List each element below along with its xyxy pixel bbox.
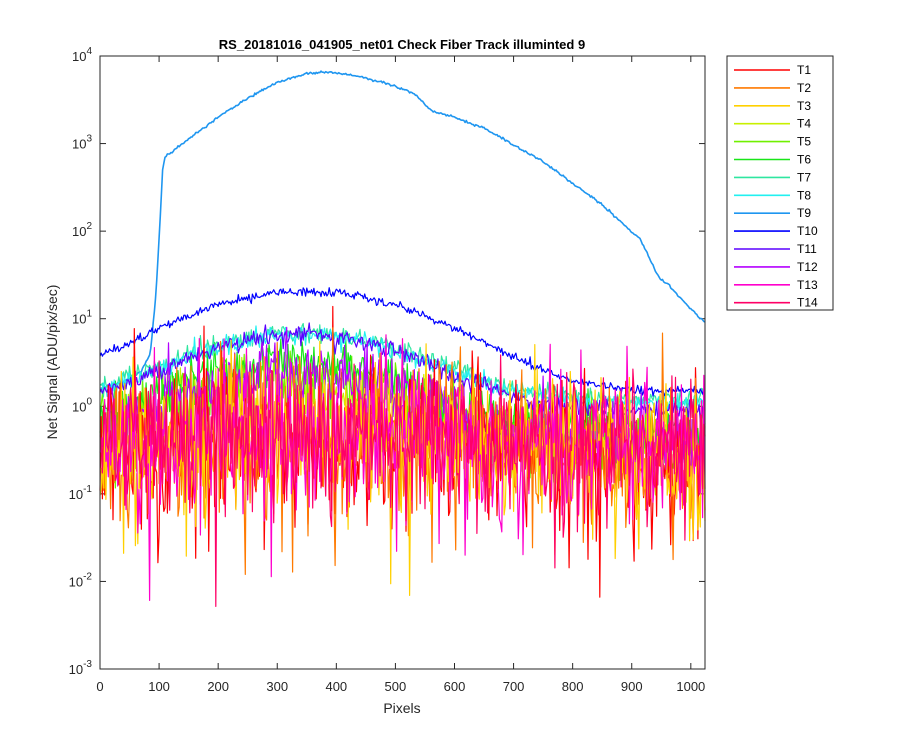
y-tick-base: 10 xyxy=(72,224,86,239)
y-tick-exponent: -3 xyxy=(83,659,92,670)
y-tick-label: 10-3 xyxy=(69,659,93,677)
y-tick-base: 10 xyxy=(69,487,83,502)
legend-label-t11: T11 xyxy=(797,242,817,256)
y-tick-exponent: 3 xyxy=(86,134,92,145)
series-line-t10 xyxy=(99,287,706,397)
chart-title: RS_20181016_041905_net01 Check Fiber Tra… xyxy=(219,37,585,52)
y-tick-exponent: 1 xyxy=(86,309,92,320)
y-tick-base: 10 xyxy=(69,574,83,589)
x-tick-label: 800 xyxy=(562,679,584,694)
y-tick-label: 103 xyxy=(72,134,92,152)
x-tick-label: 200 xyxy=(207,679,229,694)
y-tick-base: 10 xyxy=(69,662,83,677)
x-tick-label: 500 xyxy=(385,679,407,694)
y-tick-label: 101 xyxy=(72,309,92,327)
x-tick-labels: 0 100 200 300 400 500 600 700 800 900 1000 xyxy=(96,679,705,694)
y-tick-exponent: -1 xyxy=(83,484,92,495)
y-tick-base: 10 xyxy=(72,49,86,64)
y-tick-base: 10 xyxy=(72,137,86,152)
series-line-t14 xyxy=(99,354,706,607)
legend: T1 T2 T3 T4 T5 T6 T7 T8 T9 T10 T11 T12 T13 T14 xyxy=(726,55,834,311)
plot-area xyxy=(99,55,706,670)
y-tick-exponent: 0 xyxy=(86,396,92,407)
y-tick-base: 10 xyxy=(72,312,86,327)
y-tick-label: 104 xyxy=(72,46,92,64)
y-tick-exponent: 2 xyxy=(86,221,92,232)
x-tick-label: 900 xyxy=(621,679,643,694)
y-tick-exponent: 4 xyxy=(86,46,92,57)
y-tick-label: 100 xyxy=(72,396,92,414)
legend-label-t9: T9 xyxy=(797,206,811,220)
legend-label-t4: T4 xyxy=(797,117,811,131)
x-tick-label: 600 xyxy=(444,679,466,694)
legend-label-t6: T6 xyxy=(797,153,811,167)
legend-label-t3: T3 xyxy=(797,99,811,113)
x-tick-label: 400 xyxy=(325,679,347,694)
x-tick-label: 100 xyxy=(148,679,170,694)
x-tick-label: 700 xyxy=(503,679,525,694)
legend-label-t13: T13 xyxy=(797,278,818,292)
legend-label-t14: T14 xyxy=(797,296,818,310)
series-line-t9 xyxy=(99,70,706,390)
legend-label-t5: T5 xyxy=(797,135,811,149)
legend-label-t10: T10 xyxy=(797,224,818,238)
legend-label-t2: T2 xyxy=(797,81,811,95)
y-tick-label: 10-2 xyxy=(69,571,93,589)
x-tick-label: 1000 xyxy=(676,679,705,694)
legend-label-t1: T1 xyxy=(797,63,811,77)
x-tick-label: 0 xyxy=(96,679,103,694)
series-layer xyxy=(99,70,706,607)
x-axis-label: Pixels xyxy=(383,700,420,716)
y-tick-exponent: -2 xyxy=(83,571,92,582)
x-tick-label: 300 xyxy=(266,679,288,694)
legend-label-t12: T12 xyxy=(797,260,818,274)
y-tick-base: 10 xyxy=(72,399,86,414)
y-tick-label: 102 xyxy=(72,221,92,239)
y-axis-label: Net Signal (ADU/pix/sec) xyxy=(44,285,60,440)
legend-label-t7: T7 xyxy=(797,170,811,184)
y-tick-label: 10-1 xyxy=(69,484,93,502)
legend-label-t8: T8 xyxy=(797,188,811,202)
